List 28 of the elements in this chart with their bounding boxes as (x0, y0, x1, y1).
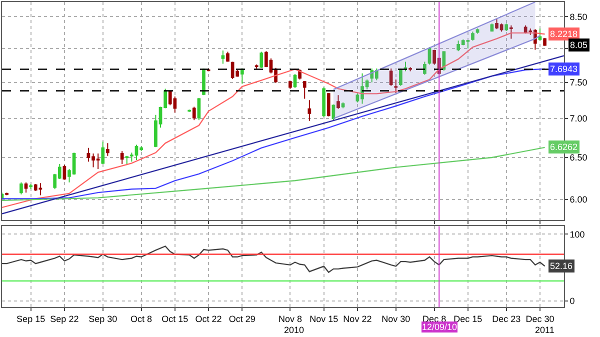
x-tick-label: Oct 8 (130, 314, 152, 324)
x-tick-label: Nov 15 (310, 314, 338, 324)
y-tick-label: 7.50 (570, 78, 588, 88)
x-tick-label: Sep 22 (50, 314, 79, 324)
x-tick-label: Nov 30 (382, 314, 410, 324)
x-tick-label: Sep 30 (88, 314, 118, 324)
x-tick-label: Sep 15 (16, 314, 46, 324)
text: 2010 (284, 325, 304, 335)
x-tick-label: Nov 8 (278, 314, 302, 324)
y-tick-label: 6.00 (570, 194, 588, 205)
text: 2011 (535, 325, 554, 335)
y-tick-label: 7.00 (570, 114, 588, 124)
ref-line-label: 12/09/10 (422, 322, 458, 332)
text: 8.05 (570, 40, 588, 50)
x-tick-label: Nov 22 (343, 314, 372, 324)
y-tick-label: 6.50 (570, 152, 588, 163)
x-tick-label: Dec 23 (492, 314, 521, 324)
y-tick-label: 8.50 (570, 12, 588, 22)
y-tick-label: 0 (570, 296, 575, 306)
data-label: 8.2218 (550, 29, 578, 39)
x-tick-label: Dec 30 (526, 314, 554, 324)
data-label: 7.6943 (550, 64, 578, 74)
x-tick-label: Oct 29 (228, 314, 256, 324)
x-tick-label: Oct 22 (195, 314, 222, 324)
data-label: 52.16 (550, 261, 573, 271)
x-tick-label: Oct 15 (162, 314, 188, 324)
data-label: 6.6262 (550, 142, 578, 152)
y-tick-label: 100 (570, 229, 585, 240)
